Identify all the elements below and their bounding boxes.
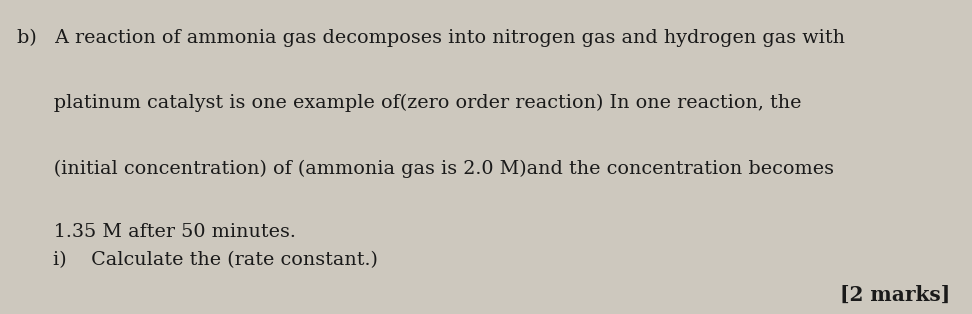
- Text: b)   A reaction of ammonia gas decomposes into nitrogen gas and hydrogen gas wit: b) A reaction of ammonia gas decomposes …: [17, 28, 846, 46]
- Text: 1.35 M after 50 minutes.: 1.35 M after 50 minutes.: [17, 223, 296, 241]
- Text: i)    Calculate the (rate constant.): i) Calculate the (rate constant.): [53, 251, 378, 269]
- Text: (initial concentration) of (ammonia gas is 2.0 M)and the concentration becomes: (initial concentration) of (ammonia gas …: [17, 160, 835, 178]
- Text: [2 marks]: [2 marks]: [841, 284, 951, 305]
- Text: platinum catalyst is one example of(zero order reaction) In one reaction, the: platinum catalyst is one example of(zero…: [17, 94, 802, 112]
